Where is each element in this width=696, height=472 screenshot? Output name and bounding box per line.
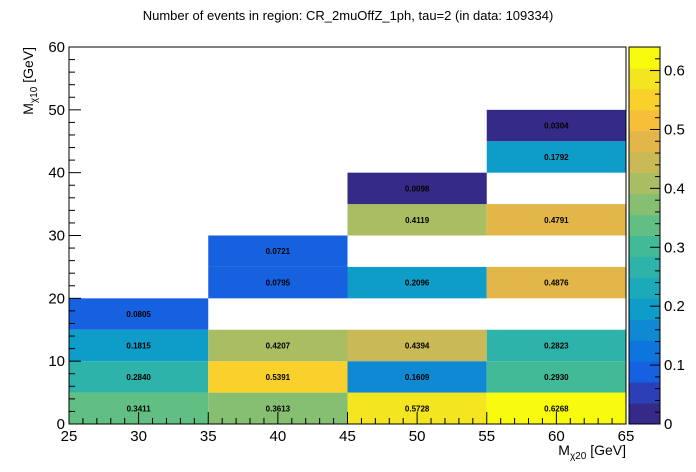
cell-value-label: 0.2096 bbox=[405, 279, 430, 288]
cell-value-label: 0.1792 bbox=[544, 153, 569, 162]
colorbar-swatch bbox=[629, 277, 660, 299]
cell-value-label: 0.2823 bbox=[544, 341, 569, 350]
heatmap-cell bbox=[347, 204, 487, 236]
heatmap-cell bbox=[347, 172, 487, 205]
colorbar-swatch bbox=[629, 172, 660, 195]
cell-value-label: 0.5391 bbox=[266, 373, 291, 382]
cell-value-label: 0.0721 bbox=[266, 247, 291, 256]
x-axis-title-main: M bbox=[558, 442, 570, 458]
x-axis-title-unit: [GeV] bbox=[586, 442, 626, 458]
colorbar-swatch bbox=[629, 151, 660, 174]
cell-value-label: 0.3411 bbox=[127, 404, 152, 413]
colorbar-tick-label: 0.4 bbox=[664, 180, 685, 197]
x-tick-label: 25 bbox=[61, 428, 78, 445]
colorbar-tick-label: 0.3 bbox=[664, 239, 685, 256]
heatmap-cell bbox=[486, 266, 626, 299]
cell-value-label: 0.4876 bbox=[544, 279, 569, 288]
colorbar-swatch bbox=[629, 109, 660, 132]
cell-value-label: 0.1609 bbox=[405, 373, 430, 382]
colorbar-swatch bbox=[629, 67, 660, 90]
colorbar-swatch bbox=[629, 256, 660, 278]
colorbar-swatch bbox=[629, 193, 660, 216]
colorbar-swatch bbox=[629, 382, 660, 404]
cell-value-label: 0.3613 bbox=[266, 404, 291, 413]
colorbar-swatch bbox=[629, 319, 660, 341]
x-axis: 25 30 35 40 45 50 55 60 65 bbox=[61, 412, 635, 445]
y-axis-title-main: M bbox=[20, 103, 36, 115]
colorbar-tick-label: 0.2 bbox=[664, 298, 685, 315]
y-axis: 0 10 20 30 40 50 60 bbox=[48, 39, 81, 433]
colorbar-swatch bbox=[629, 298, 660, 320]
cell-value-label: 0.0795 bbox=[266, 279, 291, 288]
cell-value-label: 0.4207 bbox=[266, 341, 291, 350]
y-tick-label: 60 bbox=[48, 39, 65, 56]
colorbar-swatch bbox=[629, 88, 660, 111]
colorbar-tick-label: 0.1 bbox=[664, 357, 685, 374]
colorbar-swatch bbox=[629, 340, 660, 362]
heatmap-cell bbox=[347, 329, 487, 362]
cell-value-label: 0.2840 bbox=[126, 373, 151, 382]
colorbar-swatch bbox=[629, 403, 660, 425]
x-tick-label: 65 bbox=[618, 428, 635, 445]
y-tick-label: 40 bbox=[48, 165, 65, 182]
colorbar-axis: 0 0.1 0.2 0.3 0.4 0.5 0.6 bbox=[650, 46, 685, 433]
colorbar-swatch bbox=[629, 47, 660, 69]
colorbar-tick-label: 0.6 bbox=[664, 63, 685, 80]
x-axis-title: Mχ20 [GeV] bbox=[558, 442, 626, 462]
x-tick-label: 40 bbox=[270, 428, 287, 445]
heatmap-cell bbox=[208, 266, 348, 299]
y-axis-title-unit: [GeV] bbox=[20, 47, 36, 87]
cell-value-label: 0.5728 bbox=[405, 404, 430, 413]
cell-value-label: 0.6268 bbox=[544, 404, 569, 413]
y-tick-label: 20 bbox=[48, 290, 65, 307]
x-tick-label: 45 bbox=[339, 428, 356, 445]
x-tick-label: 30 bbox=[130, 428, 147, 445]
heatmap-cell bbox=[486, 141, 626, 173]
x-tick-label: 60 bbox=[548, 428, 565, 445]
cell-value-label: 0.0304 bbox=[544, 122, 569, 131]
colorbar-swatch bbox=[629, 235, 660, 257]
heatmap-cell bbox=[69, 329, 209, 362]
x-tick-label: 35 bbox=[200, 428, 217, 445]
heatmap-cell bbox=[486, 361, 626, 393]
colorbar-tick-label: 0.5 bbox=[664, 121, 685, 138]
heatmap-cells bbox=[69, 109, 626, 424]
colorbar-swatch bbox=[629, 130, 660, 153]
colorbar-tick-label: 0 bbox=[664, 416, 672, 433]
heatmap-cell-labels: 0.3411 0.3613 0.5728 0.6268 0.2840 0.5391 0.16… bbox=[126, 122, 569, 414]
cell-value-label: 0.4394 bbox=[405, 341, 430, 350]
heatmap-cell bbox=[208, 235, 348, 267]
heatmap-cell bbox=[69, 361, 209, 393]
cell-value-label: 0.4791 bbox=[544, 216, 569, 225]
heatmap-cell bbox=[486, 109, 626, 142]
cell-value-label: 0.0805 bbox=[126, 310, 151, 319]
colorbar bbox=[628, 46, 661, 425]
cell-value-label: 0.2930 bbox=[544, 373, 569, 382]
heatmap-cell bbox=[69, 298, 209, 330]
heatmap-cell bbox=[486, 329, 626, 362]
y-axis-title: Mχ10 [GeV] bbox=[20, 47, 40, 115]
y-tick-label: 0 bbox=[57, 416, 65, 433]
colorbar-swatch bbox=[629, 361, 660, 383]
cell-value-label: 0.1815 bbox=[126, 341, 151, 350]
y-tick-label: 30 bbox=[48, 228, 65, 245]
heatmap-cell bbox=[347, 266, 487, 299]
heatmap-cell bbox=[347, 361, 487, 393]
y-axis-title-sub: χ10 bbox=[29, 86, 40, 103]
heatmap-cell bbox=[208, 329, 348, 362]
x-axis-title-sub: χ20 bbox=[570, 451, 587, 462]
heatmap-cell bbox=[208, 361, 348, 393]
colorbar-swatch bbox=[629, 214, 660, 236]
x-tick-label: 55 bbox=[478, 428, 495, 445]
y-tick-label: 10 bbox=[48, 353, 65, 370]
heatmap-cell bbox=[486, 204, 626, 236]
y-tick-label: 50 bbox=[48, 102, 65, 119]
cell-value-label: 0.4119 bbox=[405, 216, 430, 225]
chart-title: Number of events in region: CR_2muOffZ_1… bbox=[143, 8, 554, 23]
x-tick-label: 50 bbox=[409, 428, 426, 445]
cell-value-label: 0.0098 bbox=[405, 184, 430, 193]
